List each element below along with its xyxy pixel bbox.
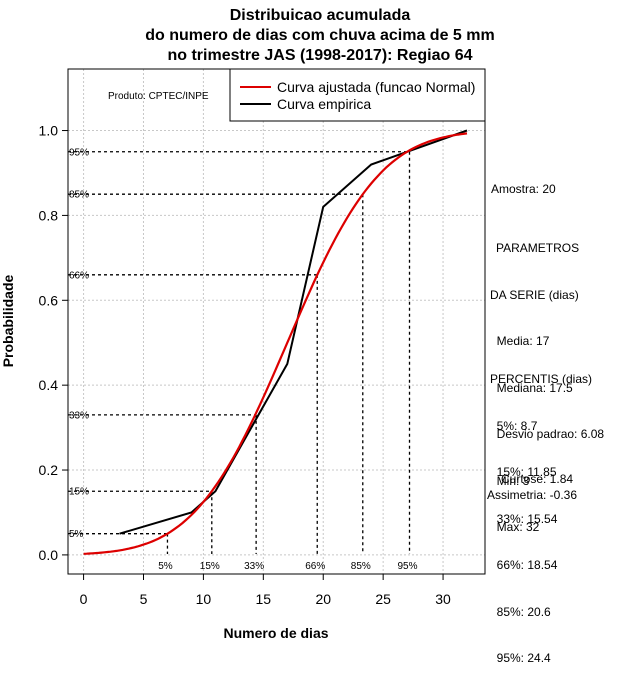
assimetria-text: Assimetria: -0.36	[487, 488, 578, 502]
percentis-line: 66%: 18.54	[490, 558, 558, 572]
parametros-line: Max: 32	[490, 520, 540, 534]
percentile-y-label: 5%	[69, 529, 84, 540]
x-tick-label: 0	[80, 591, 88, 607]
y-tick-label: 0.0	[39, 547, 59, 563]
parametros-line: PARAMETROS	[496, 241, 580, 255]
produto-label: Produto: CPTEC/INPE	[108, 91, 209, 102]
y-tick-label: 0.2	[39, 462, 59, 478]
x-axis-label: Numero de dias	[223, 625, 328, 641]
percentis-line: PERCENTIS (dias)	[490, 372, 593, 386]
parametros-line: Min: 3	[490, 473, 530, 488]
parametros-line: Mediana: 17.5	[490, 380, 573, 395]
percentis-line: 33%: 15.54	[490, 511, 558, 526]
legend-label-empirical: Curva empirica	[277, 96, 371, 112]
parametros-line: DA SERIE (dias)	[490, 287, 579, 302]
percentile-x-label: 33%	[244, 561, 264, 572]
parametros-block: PARAMETROS DA SERIE (dias) Media: 17 Med…	[490, 210, 604, 551]
x-tick-label: 20	[315, 591, 331, 607]
chart-title-line-2: do numero de dias com chuva acima de 5 m…	[145, 27, 495, 44]
legend-label-fitted: Curva ajustada (funcao Normal)	[277, 79, 475, 95]
x-tick-label: 25	[375, 591, 391, 607]
percentile-y-label: 85%	[69, 190, 89, 201]
x-tick-label: 15	[256, 591, 272, 607]
parametros-line: Desvio padrao: 6.08	[490, 427, 605, 441]
legend-box	[229, 68, 486, 122]
percentile-y-label: 66%	[69, 270, 89, 281]
y-tick-label: 0.6	[39, 292, 59, 308]
fitted-normal-curve	[83, 132, 468, 555]
y-tick-label: 0.8	[39, 207, 59, 223]
percentile-x-label: 66%	[305, 561, 325, 572]
percentis-block: PERCENTIS (dias) 5%: 8.7 15%: 11.85 33%:…	[490, 341, 592, 682]
y-tick-label: 0.4	[39, 377, 59, 393]
percentile-x-label: 85%	[351, 561, 371, 572]
percentile-y-label: 33%	[69, 410, 89, 421]
cdf-chart: 5% 5% 15% 15% 33% 33% 66% 66% 85% 85% 95% 95% 0 5 10 1…	[0, 68, 486, 641]
x-tick-label: 5	[140, 591, 148, 607]
percentile-y-label: 95%	[69, 147, 89, 158]
chart-title-line-1: Distribuicao acumulada	[229, 7, 411, 24]
percentis-line: 15%: 11.85	[490, 465, 557, 479]
empirical-curve	[119, 129, 468, 535]
percentis-line: 95%: 24.4	[490, 651, 551, 665]
y-axis-label: Probabilidade	[0, 275, 16, 368]
legend: Curva ajustada (funcao Normal) Curva emp…	[229, 68, 486, 122]
percentile-x-label: 5%	[158, 561, 173, 572]
percentis-line: 85%: 20.6	[490, 604, 551, 619]
percentile-x-label: 15%	[200, 561, 220, 572]
chart-title-line-3: no trimestre JAS (1998-2017): Regiao 64	[167, 47, 473, 64]
percentile-y-label: 15%	[69, 487, 89, 498]
amostra-text: Amostra: 20	[491, 182, 556, 196]
x-tick-label: 30	[435, 591, 451, 607]
x-tick-label: 10	[196, 591, 212, 607]
y-tick-label: 1.0	[39, 123, 59, 139]
parametros-line: Media: 17	[490, 334, 550, 348]
curtose-text: Curtose: 1.84	[501, 472, 574, 486]
percentile-x-label: 95%	[398, 561, 418, 572]
percentis-line: 5%: 8.7	[490, 418, 538, 433]
